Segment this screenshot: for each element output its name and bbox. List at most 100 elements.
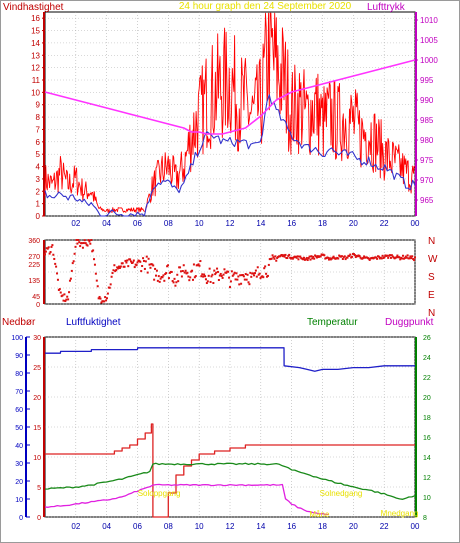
direction-point [49, 251, 52, 254]
rain-y-tick-label: 30 [33, 335, 41, 342]
direction-point [296, 255, 299, 258]
direction-point [167, 264, 170, 267]
direction-point [136, 261, 139, 264]
direction-point [212, 282, 215, 285]
direction-point [323, 254, 326, 257]
direction-point [229, 280, 232, 283]
direction-point [117, 267, 120, 270]
direction-point [303, 256, 305, 259]
direction-point [121, 262, 124, 265]
direction-point [413, 259, 416, 262]
direction-point [207, 274, 210, 277]
direction-point [116, 266, 119, 269]
direction-point [256, 266, 259, 269]
wind-y-tick-label: 4 [36, 163, 41, 172]
direction-point [50, 245, 53, 248]
direction-point [82, 242, 85, 245]
wind-x-tick-label: 00 [411, 219, 420, 228]
direction-point [380, 257, 383, 260]
direction-point [84, 242, 87, 245]
direction-point [103, 300, 106, 303]
direction-point [395, 256, 398, 259]
direction-point [236, 278, 239, 281]
direction-point [332, 255, 335, 258]
direction-point [399, 258, 402, 261]
direction-point [239, 274, 242, 277]
direction-point [96, 285, 99, 288]
humidity-y-tick-label: 20 [15, 479, 23, 486]
wind-chart-title: 24 hour graph den 24 September 2020 [179, 1, 352, 12]
direction-point [63, 293, 66, 296]
direction-point [404, 255, 407, 258]
direction-point [220, 275, 223, 278]
pressure-y-tick-label: 1005 [420, 36, 438, 45]
direction-point [125, 261, 128, 264]
direction-point [88, 240, 91, 243]
direction-point [244, 273, 247, 276]
temperature-y-tick-label: 24 [423, 355, 431, 362]
direction-point [401, 254, 404, 257]
direction-point [283, 255, 286, 258]
rain-axis-title: Nedbør [2, 317, 36, 328]
direction-point [111, 272, 114, 275]
direction-point [406, 254, 409, 257]
direction-point [254, 269, 257, 272]
direction-point [170, 270, 173, 273]
climate-x-tick-label: 20 [349, 522, 358, 531]
direction-point [62, 299, 65, 302]
direction-point [215, 271, 218, 274]
direction-point [142, 259, 145, 262]
direction-point [376, 257, 379, 260]
direction-point [352, 253, 355, 256]
direction-point [255, 275, 258, 278]
direction-point [238, 283, 241, 286]
direction-point [242, 275, 245, 278]
direction-point [58, 288, 61, 291]
direction-point [175, 281, 178, 284]
direction-point [308, 255, 311, 258]
direction-point [218, 274, 221, 277]
direction-point [206, 280, 209, 283]
direction-point [48, 252, 51, 255]
direction-point [398, 256, 401, 259]
humidity-y-tick-label: 70 [15, 389, 23, 396]
direction-point [64, 300, 67, 303]
direction-point [311, 257, 314, 260]
direction-point [191, 269, 194, 272]
temperature-y-tick-label: 26 [423, 335, 431, 342]
humidity-y-tick-label: 0 [19, 515, 23, 522]
sun-moon-annotation: Måne [309, 510, 330, 519]
direction-point [409, 255, 412, 258]
direction-point [171, 280, 174, 283]
climate-x-tick-label: 00 [411, 522, 420, 531]
direction-point [267, 263, 270, 266]
direction-point [44, 250, 47, 253]
direction-point [112, 269, 115, 272]
direction-point [306, 259, 309, 262]
rain-y-tick-label: 15 [33, 425, 41, 432]
direction-point [243, 278, 246, 281]
direction-point [95, 279, 98, 282]
direction-point [249, 271, 252, 274]
direction-point [53, 257, 56, 260]
direction-point [353, 254, 356, 257]
direction-point [70, 269, 73, 272]
wind-y-tick-label: 12 [31, 64, 40, 73]
direction-point [368, 258, 371, 261]
direction-point [291, 257, 294, 260]
direction-point [67, 298, 70, 301]
direction-point [205, 282, 208, 285]
direction-point [405, 256, 408, 259]
wind-x-tick-label: 08 [164, 219, 173, 228]
direction-point [414, 256, 416, 259]
direction-point [312, 255, 315, 258]
direction-point [287, 254, 290, 257]
direction-point [348, 254, 351, 257]
direction-point [204, 278, 207, 281]
direction-point [284, 253, 287, 256]
wind-average-line [44, 94, 416, 217]
direction-point [75, 239, 78, 241]
temperature-y-tick-label: 16 [423, 435, 431, 442]
compass-label: N [428, 308, 435, 319]
direction-point [401, 257, 404, 260]
